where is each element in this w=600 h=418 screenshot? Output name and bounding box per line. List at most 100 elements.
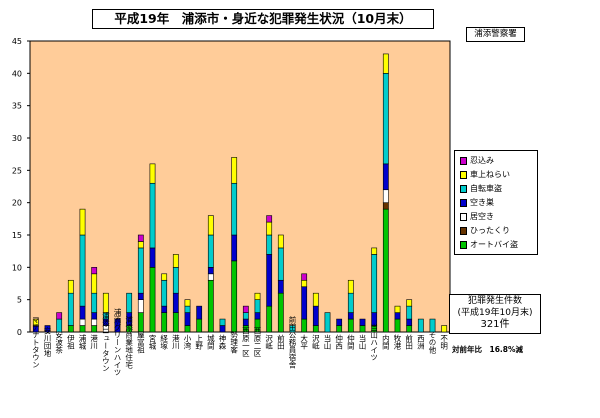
bar-segment [301, 273, 308, 281]
bar-segment [102, 292, 109, 313]
bar-segment [172, 312, 179, 333]
bar-segment [161, 312, 168, 333]
x-tick-label: 当山 [323, 333, 332, 351]
legend-label: 居空き [470, 212, 494, 221]
bar-segment [242, 318, 249, 326]
bar-segment [79, 318, 86, 326]
x-tick-label: 勢理客 [229, 329, 238, 354]
legend-label: 忍込み [470, 156, 494, 165]
bar-segment [266, 305, 273, 333]
x-tick-label: 沢岻 [311, 334, 320, 351]
y-tick-label: 40 [12, 69, 22, 78]
x-tick-label: 西原二区 [253, 327, 262, 358]
legend-label: 車上ねらい [470, 170, 510, 179]
bar-segment [137, 299, 144, 313]
x-tick-label: 城間 [206, 334, 215, 351]
bar-segment [406, 325, 413, 333]
x-tick-label: 前田 [276, 333, 285, 351]
bar-segment [371, 247, 378, 255]
bar-segment [184, 325, 191, 333]
bar-segment [91, 267, 98, 275]
bar-segment [32, 318, 39, 326]
bar-segment [242, 312, 249, 320]
bar-segment [417, 318, 424, 333]
bar-segment [277, 247, 284, 281]
legend-label: ひったくり [470, 226, 510, 235]
bar-segment [137, 234, 144, 242]
bar-segment [254, 299, 261, 313]
legend-swatch [460, 240, 467, 249]
bar-segment [382, 53, 389, 74]
bar-segment [207, 279, 214, 333]
x-tick-label: 港川 [89, 333, 98, 350]
x-tick-label: 浦添ニュータウン [101, 311, 110, 372]
x-tick-label: 浦添グリーンハイツ [113, 307, 122, 376]
legend-label: 自転車盗 [470, 184, 502, 193]
x-tick-label: 当山 [358, 333, 367, 351]
bar-segment [149, 267, 156, 333]
bar-segment [382, 73, 389, 165]
bar-segment [347, 312, 354, 320]
bar-segment [312, 292, 319, 307]
x-tick-label: 当山ハイツ [370, 322, 379, 361]
x-tick-label: 前田 [404, 333, 413, 351]
x-tick-label: 神森 [218, 333, 227, 351]
bar-segment [196, 305, 203, 320]
bar-segment [137, 312, 144, 333]
y-axis: 0 5 10 15 20 25 30 35 40 45 [12, 37, 30, 337]
bar-segment [67, 325, 74, 333]
bar-segment [137, 247, 144, 294]
bar-segment [312, 325, 319, 333]
bar-segment [172, 292, 179, 313]
bar-segment [91, 312, 98, 320]
bar-segment [149, 182, 156, 249]
bar-segment [91, 318, 98, 326]
x-tick-label: 安川団地 [43, 326, 52, 358]
x-axis-labels: マチナトタウン 安川団地 安波茶 伊祖 浦城 港川 浦添ニュータウン 浦添グリーンハイツ 浦添商… [31, 307, 448, 376]
legend-label: 空き巣 [470, 198, 494, 207]
bar-segment [161, 273, 168, 281]
bar-segment [207, 234, 214, 268]
x-tick-label: 不明 [439, 334, 448, 351]
y-tick-label: 15 [12, 231, 22, 240]
bar-segment [231, 260, 238, 333]
bar-segment [266, 215, 273, 223]
x-tick-label: 上野 [194, 334, 203, 350]
bar-segment [67, 279, 74, 294]
bar-segment [79, 305, 86, 320]
bar-segment [289, 325, 296, 333]
y-tick-label: 5 [17, 296, 22, 305]
legend-swatch [460, 184, 467, 193]
total-box: 犯罪発生件数 (平成19年10月末) 321件 [449, 294, 541, 334]
bar-segment [161, 279, 168, 307]
x-tick-label: 西洲 [416, 334, 425, 350]
bar-segment [394, 305, 401, 313]
x-tick-label: 浦添商業地住宅 [124, 314, 133, 368]
bar-segment [266, 221, 273, 236]
bar-segment [91, 325, 98, 333]
bar-segment [184, 305, 191, 313]
bar-segment [336, 318, 343, 326]
x-tick-label: 内間 [381, 333, 390, 351]
x-tick-label: 大平 [299, 333, 308, 351]
bar-segment [347, 318, 354, 333]
bar-segment [231, 182, 238, 236]
y-tick-label: 45 [12, 37, 22, 46]
bar-segment [91, 292, 98, 313]
bar-segment [254, 292, 261, 300]
bar-segment [137, 292, 144, 300]
legend-swatch [460, 212, 467, 221]
yoy-comparison: 対前年比 16.8%減 [452, 345, 524, 354]
bar-segment [406, 305, 413, 320]
bar-segment [137, 241, 144, 249]
bar-segment [149, 163, 156, 184]
bar-segment [382, 189, 389, 203]
bar-segment [79, 208, 86, 236]
total-label: 犯罪発生件数 [467, 296, 522, 306]
legend-item: 自転車盗 [460, 183, 502, 195]
bar-segment [231, 234, 238, 262]
legend-swatch [460, 198, 467, 207]
police-station-label: 浦添警察署 [466, 27, 525, 42]
bar-segment [406, 299, 413, 307]
bar-segment [184, 312, 191, 326]
